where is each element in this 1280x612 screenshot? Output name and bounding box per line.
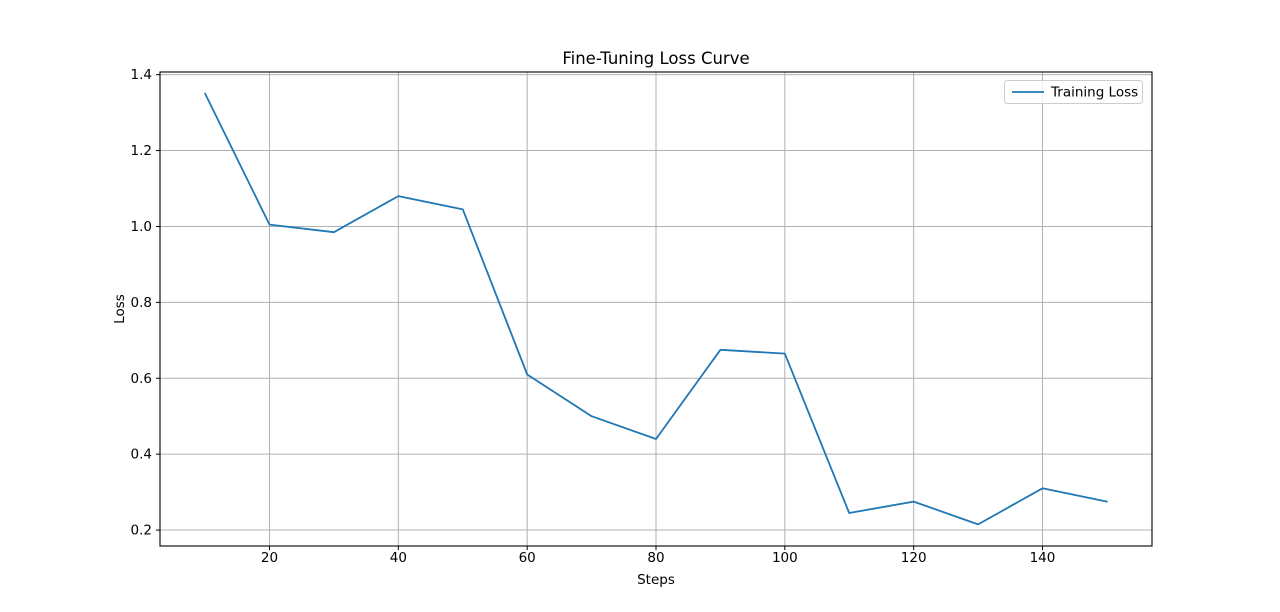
axes-frame bbox=[159, 71, 1153, 547]
y-tick-label: 0.6 bbox=[131, 371, 152, 387]
x-axis-label: Steps bbox=[637, 572, 675, 588]
x-tick-label: 40 bbox=[390, 550, 407, 566]
y-tick-label: 0.4 bbox=[131, 447, 152, 463]
y-tick-label: 0.2 bbox=[131, 523, 152, 539]
x-tick-label: 140 bbox=[1030, 550, 1056, 566]
x-tick-label: 20 bbox=[261, 550, 278, 566]
training-loss-line bbox=[204, 92, 1108, 526]
y-tick-label: 1.0 bbox=[131, 219, 152, 235]
x-tick-label: 120 bbox=[901, 550, 927, 566]
x-tick-label: 100 bbox=[772, 550, 798, 566]
legend: Training Loss bbox=[1004, 80, 1143, 104]
tick-layer: 20 40 60 80 100 120 140 0.2 0.4 0.6 0.8 1.0 1.2 1.4 bbox=[131, 67, 1056, 566]
legend-label: Training Loss bbox=[1050, 85, 1138, 101]
x-tick-label: 80 bbox=[647, 550, 664, 566]
grid-layer bbox=[160, 72, 1152, 546]
y-axis-label: Loss bbox=[112, 294, 128, 324]
legend-box bbox=[1004, 80, 1143, 104]
series-layer bbox=[204, 92, 1108, 526]
y-tick-label: 1.4 bbox=[131, 67, 152, 83]
y-tick-label: 1.2 bbox=[131, 143, 152, 159]
y-tick-label: 0.8 bbox=[131, 295, 152, 311]
x-tick-label: 60 bbox=[519, 550, 536, 566]
chart-title: Fine-Tuning Loss Curve bbox=[562, 49, 749, 68]
